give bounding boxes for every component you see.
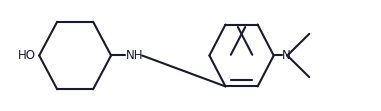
Text: N: N [282,49,291,62]
Text: HO: HO [18,49,36,62]
Text: NH: NH [126,49,143,62]
